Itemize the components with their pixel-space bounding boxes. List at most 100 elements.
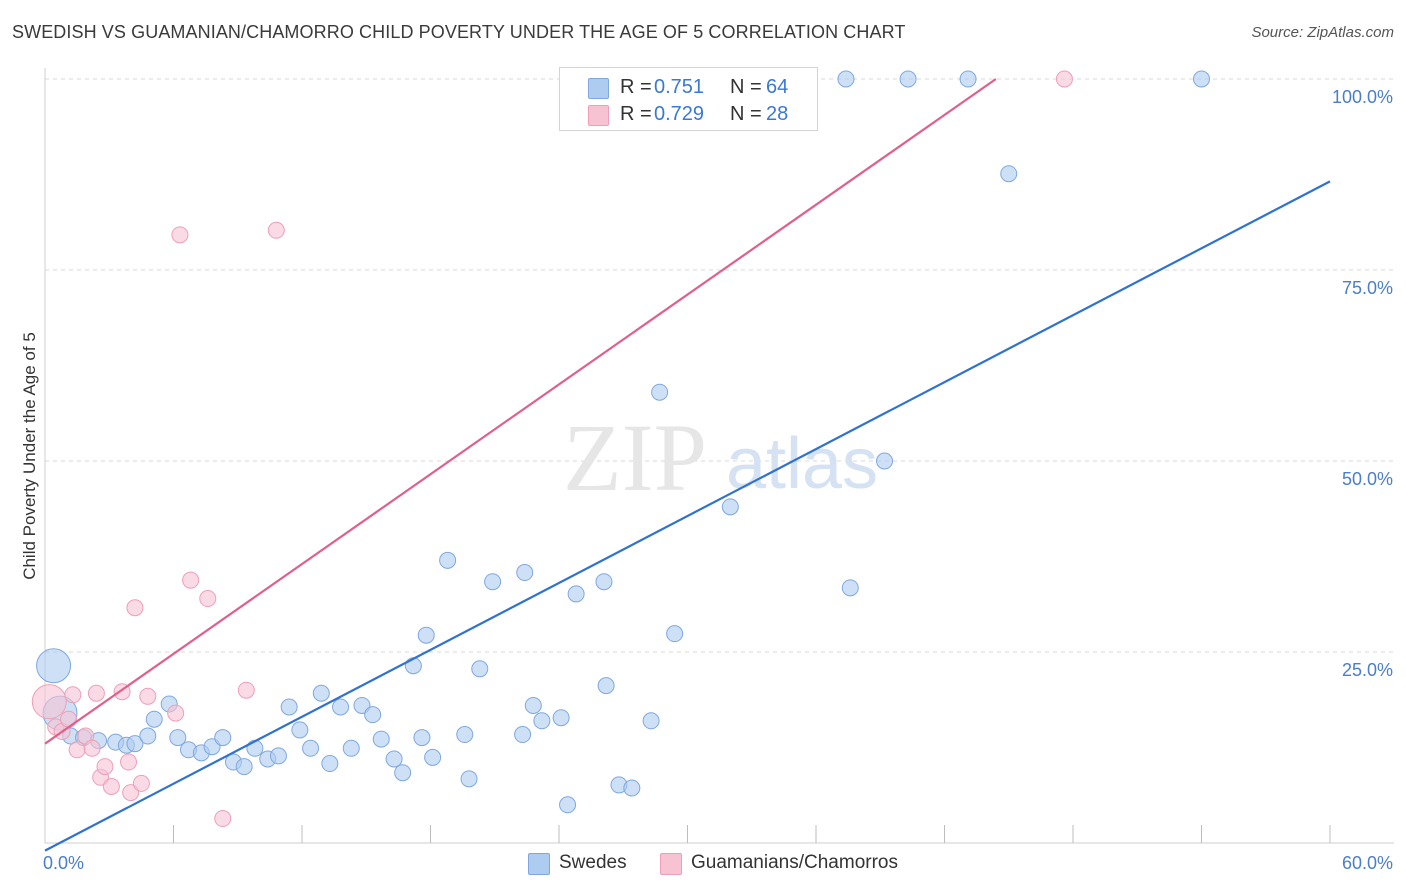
swedes-point — [533, 712, 551, 730]
source-credit: Source: ZipAtlas.com — [1251, 24, 1394, 41]
swedes-point — [364, 706, 382, 724]
guam-point — [1055, 70, 1073, 88]
legend-n-label: N = — [730, 103, 762, 125]
swedes-point — [471, 660, 489, 678]
x-tick-label: 60.0% — [1342, 853, 1393, 873]
swedes-point — [372, 730, 390, 748]
swedes-point — [385, 750, 403, 768]
swedes-point — [280, 698, 298, 716]
swedes-point — [514, 726, 532, 744]
swedes-point — [394, 764, 412, 782]
swedes-point — [1000, 165, 1018, 183]
y-tick-label: 25.0% — [1342, 660, 1393, 680]
swedes-point — [321, 755, 339, 773]
swedes-point — [169, 729, 187, 747]
guam-point — [126, 599, 144, 617]
swedes-point — [524, 696, 542, 714]
swedes-point — [876, 452, 894, 470]
swedes-point — [246, 739, 264, 757]
guam-point — [182, 571, 200, 589]
swedes-point — [424, 748, 442, 766]
swedes-point — [666, 625, 684, 643]
guam-point — [83, 739, 101, 757]
watermark-zip: ZIP — [563, 404, 707, 511]
guam-point — [132, 774, 150, 792]
guam-point — [31, 684, 67, 720]
legend-r-value: 0.729 — [654, 103, 705, 125]
guam-point — [68, 741, 86, 759]
swedes-point — [235, 758, 253, 776]
swedes-point — [214, 729, 232, 747]
legend-row-guam: R = 0.729 N = 28 — [560, 101, 817, 129]
swedes-point — [642, 712, 660, 730]
guam-point — [267, 221, 285, 239]
swedes-point — [302, 739, 320, 757]
swedes-point — [332, 698, 350, 716]
legend-n-label: N = — [730, 76, 762, 98]
legend-r-value: 0.751 — [654, 76, 705, 98]
guam-point — [214, 810, 232, 828]
swedes-trend-line — [44, 180, 1331, 852]
swedes-point — [312, 684, 330, 702]
tick-labels: 25.0% 50.0% 75.0% 100.0% 0.0% 60.0% — [43, 87, 1393, 873]
legend-row-swedes: R = 0.751 N = 64 — [560, 74, 817, 102]
swedes-point — [721, 498, 739, 516]
swedes-point — [559, 796, 577, 814]
swedes-point — [139, 727, 157, 745]
legend-swatch-guam — [588, 105, 609, 126]
guam-point — [96, 758, 114, 776]
swedes-swatch — [528, 853, 550, 875]
y-tick-label: 75.0% — [1342, 278, 1393, 298]
swedes-point — [516, 564, 534, 582]
swedes-point — [145, 710, 163, 728]
trend-lines — [44, 78, 1331, 852]
legend-swatch-swedes — [588, 78, 609, 99]
guam-point — [167, 704, 185, 722]
legend-r-label: R = — [620, 76, 652, 98]
grid-lines — [45, 78, 1394, 653]
guam-swatch — [660, 853, 682, 875]
swedes-point — [36, 648, 72, 684]
swedes-point — [460, 770, 478, 788]
legend-r-label: R = — [620, 103, 652, 125]
guam-label: Guamanians/Chamorros — [691, 852, 898, 873]
swedes-point — [439, 551, 457, 569]
guam-point — [87, 684, 105, 702]
legend-n-value: 64 — [766, 76, 789, 98]
guam-point — [171, 226, 189, 244]
swedes-point — [959, 70, 977, 88]
swedes-point — [291, 721, 309, 739]
swedes-point — [269, 747, 287, 765]
stats-legend: R = 0.751 N = 64 R = 0.729 N = 28 — [559, 67, 818, 131]
y-axis-title: Child Poverty Under the Age of 5 — [20, 332, 39, 580]
legend-n-value: 28 — [766, 103, 789, 125]
swedes-point — [899, 70, 917, 88]
swedes-point — [597, 677, 615, 695]
swedes-point — [413, 729, 431, 747]
guam-point — [139, 687, 157, 705]
swedes-point — [623, 779, 641, 797]
guam-point — [237, 681, 255, 699]
swedes-point — [837, 70, 855, 88]
watermark-atlas: atlas — [726, 424, 878, 504]
swedes-point — [484, 573, 502, 591]
guam-points — [31, 70, 1073, 828]
swedes-point — [552, 709, 570, 727]
y-tick-label: 50.0% — [1342, 469, 1393, 489]
swedes-point — [651, 383, 669, 401]
chart-title: SWEDISH VS GUAMANIAN/CHAMORRO CHILD POVE… — [12, 22, 906, 42]
x-tick-label: 0.0% — [43, 853, 84, 873]
swedes-label: Swedes — [559, 852, 627, 873]
guam-point — [102, 777, 120, 795]
swedes-point — [404, 657, 422, 675]
swedes-point — [126, 735, 144, 753]
swedes-point — [841, 579, 859, 597]
swedes-point — [342, 739, 360, 757]
axes — [44, 68, 1394, 844]
swedes-point — [1193, 70, 1210, 88]
y-tick-label: 100.0% — [1332, 87, 1393, 107]
guam-point — [120, 753, 138, 771]
swedes-point — [567, 585, 585, 603]
guam-trend-line — [44, 78, 997, 745]
